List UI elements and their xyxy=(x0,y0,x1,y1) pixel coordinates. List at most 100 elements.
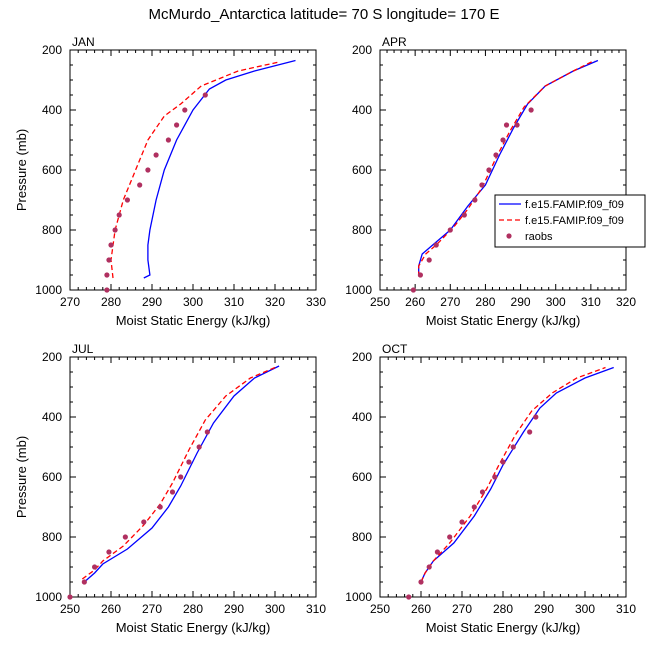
y-tick-label: 1000 xyxy=(345,590,372,604)
raobs-point xyxy=(116,212,122,218)
raobs-point xyxy=(104,272,110,278)
model-line-dashed xyxy=(81,366,276,580)
raobs-point xyxy=(459,519,465,525)
x-tick-label: 260 xyxy=(101,602,121,616)
x-tick-label: 250 xyxy=(370,295,390,309)
y-tick-label: 200 xyxy=(42,43,62,57)
x-tick-label: 310 xyxy=(224,295,244,309)
x-tick-label: 310 xyxy=(616,602,636,616)
y-tick-label: 600 xyxy=(42,163,62,177)
x-tick-label: 280 xyxy=(475,295,495,309)
x-tick-label: 290 xyxy=(224,602,244,616)
legend-marker xyxy=(506,233,512,239)
raobs-point xyxy=(426,564,432,570)
panel-label: JAN xyxy=(72,35,95,49)
plot-frame xyxy=(379,49,627,291)
x-tick-label: 280 xyxy=(101,295,121,309)
raobs-point xyxy=(434,549,440,555)
raobs-point xyxy=(433,242,439,248)
raobs-point xyxy=(479,489,486,495)
y-axis-label: Pressure (mb) xyxy=(14,129,29,211)
plot-frame xyxy=(69,49,317,291)
panel-jan: 270 280 290 300 310 320 330 200 400 600 800 1000 JAN… xyxy=(14,35,326,328)
raobs-point xyxy=(471,504,477,510)
y-axis-label: Pressure (mb) xyxy=(14,436,29,518)
x-tick-label: 300 xyxy=(265,602,285,616)
raobs-point xyxy=(165,137,171,143)
raobs-point xyxy=(196,444,202,450)
chart-title: McMurdo_Antarctica latitude= 70 S longit… xyxy=(148,6,500,23)
raobs-point xyxy=(145,167,151,173)
y-tick-label: 200 xyxy=(352,43,372,57)
raobs-point xyxy=(186,459,192,465)
y-tick-label: 200 xyxy=(352,350,372,364)
x-tick-label: 260 xyxy=(405,295,425,309)
legend-label: f.e15.FAMIP.f09_f09 xyxy=(525,199,624,211)
legend: f.e15.FAMIP.f09_f09 f.e15.FAMIP.f09_f09ra… xyxy=(494,194,646,248)
raobs-point xyxy=(182,107,188,113)
y-tick-label: 600 xyxy=(352,470,372,484)
raobs-point xyxy=(202,92,208,98)
raobs-point xyxy=(418,579,424,585)
plot-frame xyxy=(379,356,627,598)
model-line-solid xyxy=(143,59,296,279)
y-tick-label: 400 xyxy=(352,103,372,117)
y-tick-label: 1000 xyxy=(35,283,62,297)
panel-apr: 250 260 270 280 290 300 310 320 200 400 600 800 1000… xyxy=(345,35,636,328)
y-tick-label: 400 xyxy=(352,410,372,424)
panel-label: APR xyxy=(382,35,407,49)
panel-label: OCT xyxy=(382,342,408,356)
x-tick-label: 300 xyxy=(575,602,595,616)
raobs-point xyxy=(406,594,412,600)
y-tick-label: 800 xyxy=(42,223,62,237)
raobs-point xyxy=(137,182,143,188)
raobs-point xyxy=(106,257,112,263)
raobs-point xyxy=(92,564,98,570)
model-line-dashed xyxy=(420,366,606,583)
x-axis-label: Moist Static Energy (kJ/kg) xyxy=(426,620,581,635)
raobs-point xyxy=(472,197,478,203)
raobs-point xyxy=(527,429,533,435)
panel-jul: 250 260 270 280 290 300 310 200 400 600 800 1000 JUL… xyxy=(14,342,326,635)
legend-label: f.e15.FAMIP.f09_f09 xyxy=(525,215,624,227)
y-tick-label: 600 xyxy=(352,163,372,177)
x-tick-label: 290 xyxy=(142,295,162,309)
raobs-point xyxy=(493,152,499,158)
model-line-solid xyxy=(420,366,614,583)
raobs-point xyxy=(122,534,128,540)
raobs-point xyxy=(106,549,112,555)
raobs-point xyxy=(67,594,73,600)
x-axis-label: Moist Static Energy (kJ/kg) xyxy=(116,620,271,635)
raobs-point xyxy=(108,242,114,248)
raobs-point xyxy=(447,534,453,540)
x-tick-label: 270 xyxy=(452,602,472,616)
panel-oct: 250 260 270 280 290 300 310 200 400 600 800 1000 OCT… xyxy=(345,342,636,635)
x-tick-label: 260 xyxy=(411,602,431,616)
raobs-point xyxy=(174,122,180,128)
raobs-point xyxy=(514,122,520,128)
x-tick-label: 310 xyxy=(581,295,601,309)
x-tick-label: 290 xyxy=(511,295,531,309)
raobs-point xyxy=(417,272,424,278)
x-tick-label: 280 xyxy=(183,602,203,616)
y-tick-label: 400 xyxy=(42,410,62,424)
y-tick-label: 800 xyxy=(352,223,372,237)
raobs-point xyxy=(141,519,147,525)
y-tick-label: 1000 xyxy=(345,283,372,297)
raobs-point xyxy=(81,579,87,585)
raobs-point xyxy=(204,429,210,435)
y-tick-label: 200 xyxy=(42,350,62,364)
panel-label: JUL xyxy=(72,342,94,356)
raobs-point xyxy=(486,167,492,173)
x-axis-label: Moist Static Energy (kJ/kg) xyxy=(426,313,581,328)
y-tick-label: 400 xyxy=(42,103,62,117)
raobs-point xyxy=(124,197,130,203)
x-tick-label: 300 xyxy=(546,295,566,309)
raobs-point xyxy=(528,107,534,113)
raobs-point xyxy=(169,489,176,495)
raobs-point xyxy=(510,444,516,450)
raobs-point xyxy=(533,414,539,420)
x-tick-label: 320 xyxy=(616,295,636,309)
raobs-point xyxy=(479,182,485,188)
